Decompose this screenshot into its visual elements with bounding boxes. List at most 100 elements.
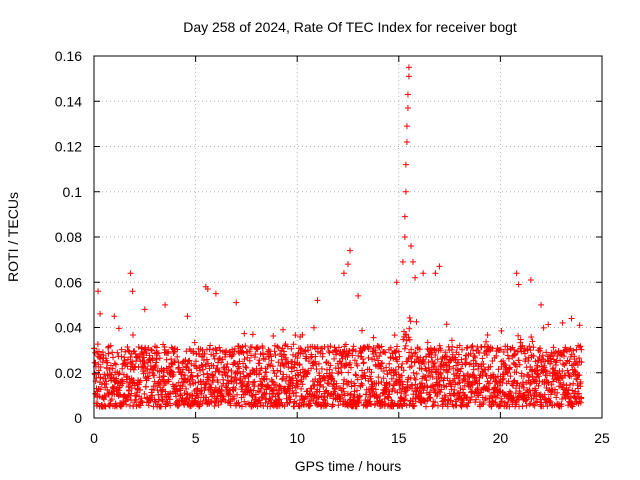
data-point [213,350,220,357]
data-point [478,344,485,351]
data-point [101,392,108,399]
data-point [394,389,401,396]
data-point [419,357,426,364]
data-point [540,324,547,331]
data-point [135,344,142,351]
data-point [127,354,134,361]
data-point [527,276,534,283]
data-point [242,343,249,350]
data-point [278,356,285,363]
data-point [186,366,193,373]
data-point [245,400,252,407]
data-point [160,341,167,348]
data-point [141,390,148,397]
data-point [354,362,361,369]
data-point [355,352,362,359]
data-point [199,400,206,407]
data-point [116,370,123,377]
data-point [325,389,332,396]
data-point [412,398,419,405]
data-point [402,188,409,195]
data-point [544,379,551,386]
data-point [461,382,468,389]
data-point [95,288,102,295]
data-point [215,369,222,376]
data-point [194,372,201,379]
data-point [388,375,395,382]
data-point [109,349,116,356]
data-point [192,379,199,386]
data-point [196,402,203,409]
data-point [274,343,281,350]
data-point [526,401,533,408]
data-point [458,365,465,372]
data-point [564,391,571,398]
data-point [567,353,574,360]
data-point [559,368,566,375]
data-point [171,358,178,365]
data-point [530,352,537,359]
data-point [457,385,464,392]
data-point [184,390,191,397]
data-point [148,347,155,354]
data-point [148,346,155,353]
data-point [188,360,195,367]
data-point [553,394,560,401]
data-point [275,359,282,366]
data-point [153,356,160,363]
data-point [468,389,475,396]
data-point [412,349,419,356]
data-point [452,356,459,363]
data-point [250,379,257,386]
data-point [423,377,430,384]
y-tick-label: 0.04 [55,320,82,336]
data-point [329,402,336,409]
data-point [412,394,419,401]
data-point [335,344,342,351]
data-point [515,357,522,364]
data-point [263,375,270,382]
data-point [355,292,362,299]
data-point [102,355,109,362]
data-point [472,396,479,403]
data-point [250,387,257,394]
data-point [384,371,391,378]
data-point [576,322,583,329]
data-point [115,371,122,378]
data-point [568,373,575,380]
data-point [420,387,427,394]
data-point [448,397,455,404]
data-point [225,366,232,373]
data-point [299,381,306,388]
data-point [420,270,427,277]
data-point [332,386,339,393]
data-point [513,369,520,376]
data-point [105,350,112,357]
data-point [267,362,274,369]
data-point [403,392,410,399]
data-point [111,313,118,320]
data-point [520,373,527,380]
data-point [149,392,156,399]
data-point [483,338,490,345]
data-point [265,346,272,353]
data-point [574,382,581,389]
data-point [167,402,174,409]
data-point [145,375,152,382]
data-point [359,356,366,363]
data-point [395,371,402,378]
data-point [108,396,115,403]
data-point [162,301,169,308]
data-point [124,373,131,380]
data-point [562,344,569,351]
data-point [407,318,414,325]
data-point [153,344,160,351]
data-point [114,379,121,386]
data-point [107,342,114,349]
data-point [298,376,305,383]
data-point [353,372,360,379]
y-tick-label: 0.1 [63,184,83,200]
data-point [335,402,342,409]
data-point [154,387,161,394]
data-point [576,372,583,379]
